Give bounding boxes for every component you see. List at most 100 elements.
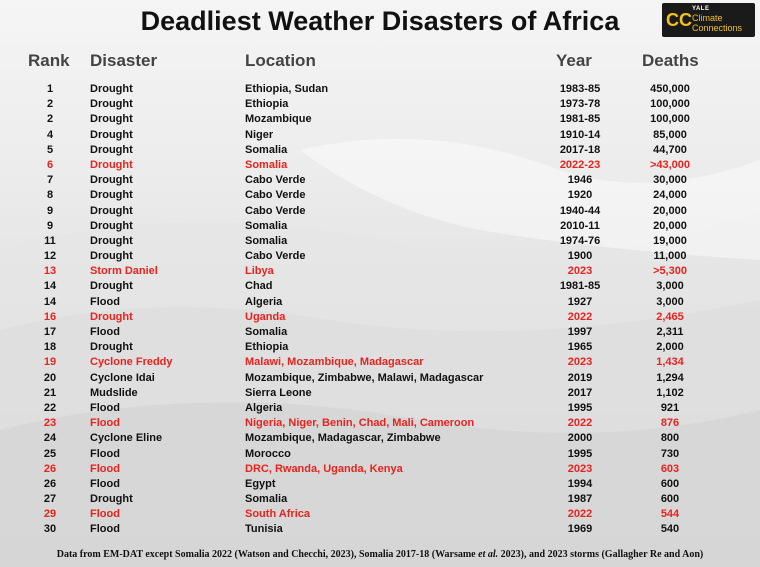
disaster-table: 1 Drought Ethiopia, Sudan 1983-85 450,000 2 Dr… (0, 82, 760, 538)
cell-deaths: 20,000 (653, 204, 687, 217)
table-row: 18 Drought Ethiopia 1965 2,000 (0, 340, 760, 355)
cell-disaster: Cyclone Eline (90, 432, 163, 445)
cell-disaster: Flood (90, 447, 120, 460)
cell-rank: 27 (43, 493, 57, 506)
cell-year: 1997 (567, 326, 593, 338)
cell-location: Ethiopia (245, 341, 289, 354)
table-row: 2 Drought Mozambique 1981-85 100,000 (0, 112, 760, 127)
table-row: 9 Drought Cabo Verde 1940-44 20,000 (0, 204, 760, 219)
cell-year: 2017-18 (559, 143, 601, 156)
cell-disaster: Drought (90, 128, 133, 141)
table-row: 21 Mudslide Sierra Leone 2017 1,102 (0, 386, 760, 401)
cell-disaster: Cyclone Freddy (90, 356, 173, 369)
cell-deaths: 1,294 (656, 371, 684, 384)
table-row: 5 Drought Somalia 2017-18 44,700 (0, 143, 760, 158)
cell-deaths: 600 (660, 493, 680, 506)
table-row: 17 Flood Somalia 1997 2,311 (0, 325, 760, 340)
table-row: 14 Drought Chad 1981-85 3,000 (0, 279, 760, 294)
cell-disaster: Cyclone Idai (90, 371, 155, 384)
logo-line-2: Climate (692, 13, 723, 23)
cell-year: 2010-11 (560, 219, 600, 232)
cell-disaster: Flood (90, 417, 120, 430)
cell-rank: 30 (43, 523, 57, 536)
cell-deaths: 600 (660, 477, 680, 490)
cell-disaster: Drought (90, 234, 133, 247)
cell-deaths: 2,000 (656, 341, 684, 354)
cell-rank: 23 (43, 417, 57, 430)
cell-year: 2023 (567, 462, 593, 475)
table-row: 20 Cyclone Idai Mozambique, Zimbabwe, Mala… (0, 371, 760, 386)
cell-year: 1969 (567, 523, 593, 536)
cell-location: Egypt (245, 477, 276, 490)
cell-disaster: Drought (90, 143, 133, 156)
footer-suffix: 2023), and 2023 storms (Gallagher Re and… (498, 549, 704, 560)
cell-year: 2022 (567, 310, 593, 323)
cell-disaster: Flood (90, 523, 120, 536)
cell-deaths: 603 (660, 462, 680, 475)
cell-location: Somalia (245, 158, 288, 171)
cell-deaths: 544 (660, 508, 680, 521)
cell-location: Ethiopia (245, 98, 289, 111)
cell-rank: 9 (46, 204, 54, 217)
cell-year: 2017 (567, 386, 593, 399)
logo-line-1: YALE (692, 6, 710, 12)
cell-disaster: Drought (90, 219, 133, 232)
cell-year: 1974-76 (559, 234, 601, 247)
table-row: 22 Flood Algeria 1995 921 (0, 401, 760, 416)
cell-rank: 17 (43, 326, 57, 338)
cell-year: 1995 (567, 447, 593, 460)
cell-deaths: 2,311 (656, 326, 684, 338)
cell-deaths: >43,000 (649, 158, 691, 171)
cell-year: 1900 (567, 250, 593, 263)
cell-disaster: Flood (90, 295, 120, 308)
cell-deaths: 44,700 (653, 143, 687, 156)
cell-location: Cabo Verde (245, 189, 306, 202)
cell-location: South Africa (245, 508, 310, 521)
cell-location: Nigeria, Niger, Benin, Chad, Mali, Camer… (245, 417, 475, 430)
cell-year: 1910-14 (559, 128, 601, 141)
cell-year: 1994 (567, 477, 593, 490)
cell-deaths: 20,000 (653, 219, 687, 232)
cell-disaster: Flood (90, 462, 120, 475)
cell-location: Algeria (245, 401, 283, 414)
table-row: 30 Flood Tunisia 1969 540 (0, 522, 760, 537)
cell-rank: 18 (43, 341, 57, 354)
header-location: Location (245, 51, 316, 70)
cell-disaster: Storm Daniel (90, 265, 158, 278)
cell-location: Ethiopia, Sudan (245, 83, 329, 95)
footer-prefix: Data from EM-DAT except Somalia 2022 (Wa… (56, 549, 479, 560)
cell-disaster: Drought (90, 83, 133, 95)
page-title: Deadliest Weather Disasters of Africa (140, 6, 620, 36)
cell-rank: 29 (43, 508, 57, 521)
cell-rank: 14 (43, 280, 57, 293)
cell-location: Mozambique, Zimbabwe, Malawi, Madagascar (245, 371, 484, 384)
table-row: 8 Drought Cabo Verde 1920 24,000 (0, 188, 760, 203)
table-row: 11 Drought Somalia 1974-76 19,000 (0, 234, 760, 249)
cell-location: Libya (245, 265, 274, 278)
cell-rank: 6 (46, 158, 54, 171)
cell-deaths: 876 (660, 417, 680, 430)
cell-year: 2023 (567, 356, 593, 369)
table-row: 27 Drought Somalia 1987 600 (0, 492, 760, 507)
cell-deaths: 24,000 (653, 189, 687, 202)
table-row: 25 Flood Morocco 1995 730 (0, 447, 760, 462)
table-row: 29 Flood South Africa 2022 544 (0, 507, 760, 522)
cell-year: 1973-78 (559, 98, 601, 111)
cell-rank: 8 (46, 189, 54, 202)
cell-year: 1983-85 (559, 83, 601, 95)
cell-deaths: 450,000 (650, 83, 690, 95)
cell-location: DRC, Rwanda, Uganda, Kenya (245, 462, 403, 475)
footer-et-al: et al. (478, 549, 499, 560)
cell-location: Somalia (245, 143, 288, 156)
table-row: 12 Drought Cabo Verde 1900 11,000 (0, 249, 760, 264)
cell-deaths: 1,434 (656, 356, 684, 369)
table-row: 2 Drought Ethiopia 1973-78 100,000 (0, 97, 760, 112)
cell-location: Malawi, Mozambique, Madagascar (245, 356, 424, 369)
table-row: 23 Flood Nigeria, Niger, Benin, Chad, Mali… (0, 416, 760, 431)
table-row: 16 Drought Uganda 2022 2,465 (0, 310, 760, 325)
header-rank: Rank (28, 51, 70, 70)
cell-rank: 12 (43, 250, 57, 263)
header-disaster: Disaster (90, 51, 158, 70)
cell-rank: 2 (46, 113, 54, 126)
cell-rank: 25 (43, 447, 57, 460)
